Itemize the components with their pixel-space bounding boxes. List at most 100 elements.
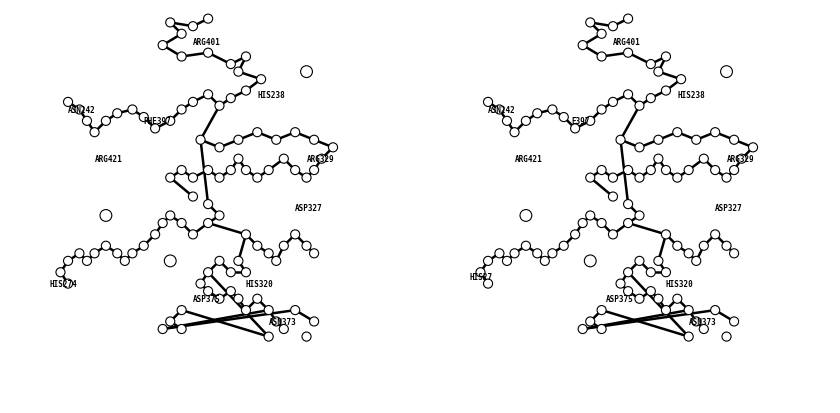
Circle shape <box>301 66 312 78</box>
Text: ASP375: ASP375 <box>606 294 633 304</box>
Circle shape <box>241 306 250 315</box>
Circle shape <box>684 166 693 175</box>
Circle shape <box>646 60 655 69</box>
Circle shape <box>234 68 243 77</box>
Circle shape <box>623 200 633 209</box>
Circle shape <box>241 230 250 240</box>
Circle shape <box>56 268 65 277</box>
Circle shape <box>158 41 167 50</box>
Circle shape <box>241 87 250 96</box>
Circle shape <box>90 249 99 258</box>
Circle shape <box>597 325 606 334</box>
Circle shape <box>310 317 318 326</box>
Circle shape <box>623 268 633 277</box>
Circle shape <box>533 109 542 119</box>
Text: E397: E397 <box>571 117 590 126</box>
Circle shape <box>177 30 186 39</box>
Circle shape <box>502 117 512 126</box>
Circle shape <box>691 136 701 145</box>
Circle shape <box>241 166 250 175</box>
Circle shape <box>673 242 682 251</box>
Circle shape <box>623 15 633 24</box>
Circle shape <box>646 94 655 103</box>
Text: ARG401: ARG401 <box>613 38 641 47</box>
Text: ARG401: ARG401 <box>193 38 221 47</box>
Circle shape <box>661 230 670 240</box>
Circle shape <box>177 306 186 315</box>
Circle shape <box>188 98 197 107</box>
Circle shape <box>226 94 235 103</box>
Circle shape <box>165 19 175 28</box>
Circle shape <box>635 173 644 183</box>
Text: HIS238: HIS238 <box>257 90 285 100</box>
Circle shape <box>302 242 311 251</box>
Circle shape <box>150 125 160 134</box>
Circle shape <box>158 219 167 228</box>
Circle shape <box>495 106 504 115</box>
Circle shape <box>673 128 682 138</box>
Circle shape <box>559 242 569 251</box>
Circle shape <box>623 166 633 175</box>
Circle shape <box>264 332 273 341</box>
Circle shape <box>196 136 205 145</box>
Circle shape <box>646 268 655 277</box>
Circle shape <box>699 242 708 251</box>
Circle shape <box>585 19 595 28</box>
Circle shape <box>691 257 701 266</box>
Circle shape <box>623 90 633 100</box>
Circle shape <box>271 317 281 326</box>
Circle shape <box>203 287 213 296</box>
Circle shape <box>722 242 731 251</box>
Circle shape <box>291 166 300 175</box>
Circle shape <box>203 268 213 277</box>
Circle shape <box>226 60 235 69</box>
Circle shape <box>597 30 606 39</box>
Circle shape <box>234 136 243 145</box>
Circle shape <box>711 128 720 138</box>
Text: ASN242: ASN242 <box>68 106 96 115</box>
Circle shape <box>623 49 633 58</box>
Circle shape <box>533 249 542 258</box>
Circle shape <box>608 230 617 240</box>
Circle shape <box>215 102 224 111</box>
Circle shape <box>646 287 655 296</box>
Circle shape <box>738 155 746 164</box>
Circle shape <box>510 128 519 138</box>
Circle shape <box>256 76 265 85</box>
Circle shape <box>203 15 213 24</box>
Circle shape <box>646 166 655 175</box>
Text: HIS274: HIS274 <box>49 280 77 288</box>
Text: HIS238: HIS238 <box>677 90 705 100</box>
Circle shape <box>570 230 580 240</box>
Circle shape <box>165 117 175 126</box>
Circle shape <box>226 268 235 277</box>
Circle shape <box>177 325 186 334</box>
Circle shape <box>215 143 224 152</box>
Circle shape <box>196 279 205 288</box>
Circle shape <box>570 125 580 134</box>
Circle shape <box>253 242 262 251</box>
Circle shape <box>635 143 644 152</box>
Circle shape <box>188 23 197 32</box>
Circle shape <box>623 219 633 228</box>
Circle shape <box>585 117 595 126</box>
Circle shape <box>279 155 288 164</box>
Circle shape <box>711 230 720 240</box>
Circle shape <box>635 257 644 266</box>
Text: HIS320: HIS320 <box>246 280 274 288</box>
Circle shape <box>502 257 512 266</box>
Circle shape <box>128 249 137 258</box>
Circle shape <box>82 257 92 266</box>
Circle shape <box>597 53 606 62</box>
Circle shape <box>226 166 235 175</box>
Circle shape <box>748 143 758 152</box>
Text: ASP375: ASP375 <box>193 294 221 304</box>
Circle shape <box>302 173 311 183</box>
Circle shape <box>510 249 519 258</box>
Circle shape <box>559 113 569 122</box>
Circle shape <box>188 192 197 202</box>
Circle shape <box>585 211 595 221</box>
Circle shape <box>165 255 176 267</box>
Circle shape <box>484 257 492 266</box>
Circle shape <box>150 230 160 240</box>
